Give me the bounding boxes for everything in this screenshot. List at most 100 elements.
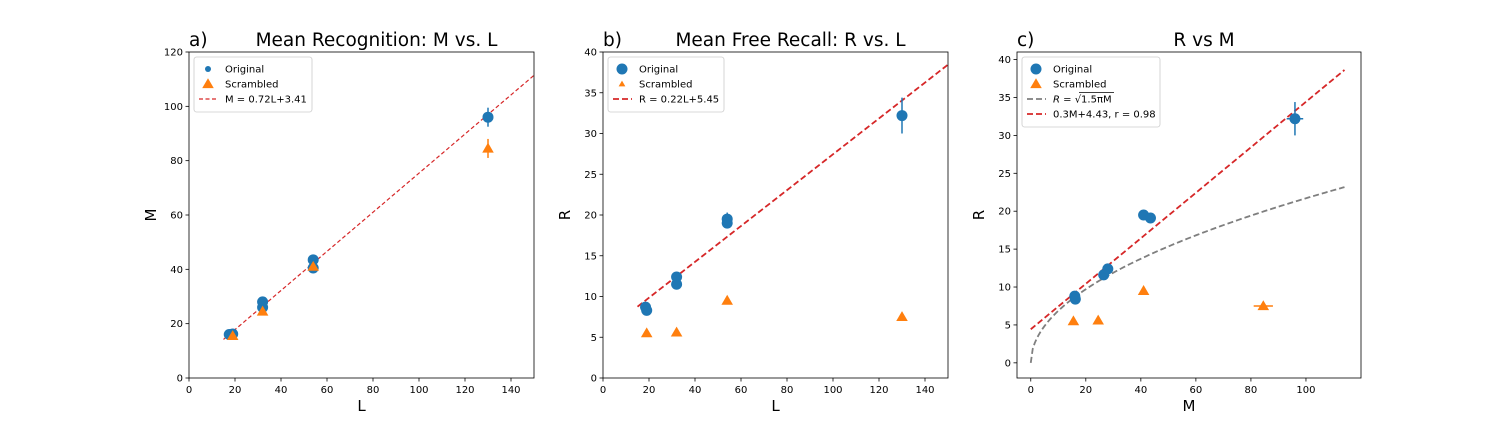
data-point-triangle xyxy=(1257,300,1270,311)
data-point-triangle xyxy=(1092,314,1104,325)
x-tick-label: 80 xyxy=(781,385,794,396)
fit-line xyxy=(1030,69,1346,330)
data-point-triangle xyxy=(896,311,908,321)
x-tick-label: 100 xyxy=(1296,385,1315,396)
x-tick-label: 40 xyxy=(275,385,288,396)
y-tick-label: 120 xyxy=(164,48,183,59)
data-point-triangle xyxy=(1067,315,1080,326)
data-point-triangle xyxy=(670,326,683,337)
x-tick-label: 0 xyxy=(1028,385,1034,396)
y-tick-label: 20 xyxy=(170,319,183,330)
y-tick-label: 40 xyxy=(998,55,1011,66)
x-axis-label: M xyxy=(1183,397,1196,415)
x-tick-label: 20 xyxy=(229,385,242,396)
legend-label: R = √1.5πM xyxy=(1053,95,1112,106)
x-tick-label: 100 xyxy=(823,385,842,396)
legend-label: M = 0.72L+3.41 xyxy=(225,95,307,106)
chart-panel-2: 0 20 40 60 80 100 120 140 0 5 10 15 20 25 30 35 40 b) Mean… xyxy=(556,30,949,415)
plot-area xyxy=(636,63,948,338)
y-tick-label: 0 xyxy=(177,374,183,385)
chart-title: R vs M xyxy=(1173,30,1234,51)
data-point-triangle xyxy=(482,142,494,153)
y-tick-label: 5 xyxy=(1005,320,1011,331)
legend-label: Scrambled xyxy=(639,80,692,91)
y-tick-label: 40 xyxy=(170,265,183,276)
y-tick-label: 10 xyxy=(998,283,1011,294)
legend-marker xyxy=(1030,78,1042,89)
data-point-triangle xyxy=(640,327,653,338)
y-tick-label: 10 xyxy=(584,292,597,303)
y-tick-label: 0 xyxy=(591,374,597,385)
x-tick-label: 0 xyxy=(186,385,192,396)
y-tick-label: 25 xyxy=(998,169,1011,180)
plot-frame xyxy=(188,51,535,379)
data-point-circle xyxy=(671,278,683,290)
data-point-circle xyxy=(896,110,908,122)
panel-letter: a) xyxy=(189,30,208,51)
legend-label: 0.3M+4.43, r = 0.98 xyxy=(1053,110,1156,121)
y-tick-label: 20 xyxy=(584,211,597,222)
legend-marker xyxy=(205,66,211,72)
y-tick-label: 30 xyxy=(998,131,1011,142)
y-axis-label: R xyxy=(970,210,988,220)
x-tick-label: 120 xyxy=(455,385,474,396)
y-tick-label: 30 xyxy=(584,129,597,140)
legend-box xyxy=(1021,56,1161,128)
legend-marker xyxy=(1030,63,1042,75)
legend-label-part: R = xyxy=(1053,95,1075,106)
legend-box xyxy=(193,56,313,113)
fit-line xyxy=(223,74,534,340)
legend-label: Original xyxy=(225,65,264,76)
chart-panel-3: 0 20 40 60 80 100 0 5 10 15 20 25 30 35 40 c) R vs M M R Or… xyxy=(970,30,1362,415)
legend: Original Scrambled M = 0.72L+3.41 xyxy=(193,56,313,113)
plot-frame xyxy=(1016,51,1362,379)
y-tick-label: 5 xyxy=(591,333,597,344)
x-tick-label: 80 xyxy=(1245,385,1258,396)
data-point-triangle xyxy=(256,305,269,316)
x-tick-label: 80 xyxy=(367,385,380,396)
x-tick-label: 60 xyxy=(321,385,334,396)
x-tick-label: 20 xyxy=(643,385,656,396)
fit-line xyxy=(636,63,948,308)
y-tick-label: 35 xyxy=(584,88,597,99)
x-tick-label: 20 xyxy=(1079,385,1092,396)
y-axis-label: R xyxy=(556,210,574,220)
x-tick-label: 60 xyxy=(735,385,748,396)
legend-label: Original xyxy=(639,65,678,76)
legend-label: R = 0.22L+5.45 xyxy=(639,95,719,106)
legend-label: Scrambled xyxy=(1053,80,1106,91)
legend-marker xyxy=(202,78,214,89)
x-tick-label: 140 xyxy=(501,385,520,396)
legend: Original Scrambled R = 0.22L+5.45 xyxy=(607,56,725,113)
chart-title: Mean Free Recall: R vs. L xyxy=(675,30,906,51)
x-tick-label: 120 xyxy=(869,385,888,396)
x-tick-label: 140 xyxy=(915,385,934,396)
x-tick-label: 40 xyxy=(689,385,702,396)
data-point-triangle xyxy=(307,260,319,271)
plot-area xyxy=(1029,69,1346,363)
legend-box xyxy=(607,56,725,113)
y-tick-label: 20 xyxy=(998,207,1011,218)
plot-frame xyxy=(602,51,949,379)
x-tick-label: 0 xyxy=(600,385,606,396)
y-tick-label: 80 xyxy=(170,156,183,167)
data-point-circle xyxy=(307,254,319,266)
panel-letter: b) xyxy=(603,30,622,51)
legend: Original Scrambled R = √1.5πM 0.3M+4.43, r … xyxy=(1021,56,1161,128)
y-tick-label: 60 xyxy=(170,211,183,222)
y-tick-label: 0 xyxy=(1005,358,1011,369)
legend-marker xyxy=(616,63,628,75)
panel-letter: c) xyxy=(1017,30,1034,51)
y-tick-label: 15 xyxy=(584,251,597,262)
legend-label: Original xyxy=(1053,65,1092,76)
data-point-triangle xyxy=(1137,285,1150,295)
legend-marker xyxy=(618,80,626,87)
chart-title: Mean Recognition: M vs. L xyxy=(256,30,499,51)
y-tick-label: 100 xyxy=(164,102,183,113)
data-point-circle xyxy=(641,304,653,316)
x-axis-label: L xyxy=(357,397,366,415)
chart-panel-1: 0 20 40 60 80 100 120 140 0 20 40 60 80 100 120 a) Mean … xyxy=(142,30,535,415)
x-tick-label: 40 xyxy=(1134,385,1147,396)
x-tick-label: 100 xyxy=(409,385,428,396)
